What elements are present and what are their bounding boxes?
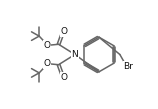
Text: Br: Br bbox=[123, 62, 133, 71]
Text: O: O bbox=[44, 41, 51, 50]
Text: O: O bbox=[44, 59, 51, 68]
Text: O: O bbox=[60, 27, 67, 36]
Text: O: O bbox=[60, 73, 67, 82]
Text: N: N bbox=[72, 50, 78, 59]
